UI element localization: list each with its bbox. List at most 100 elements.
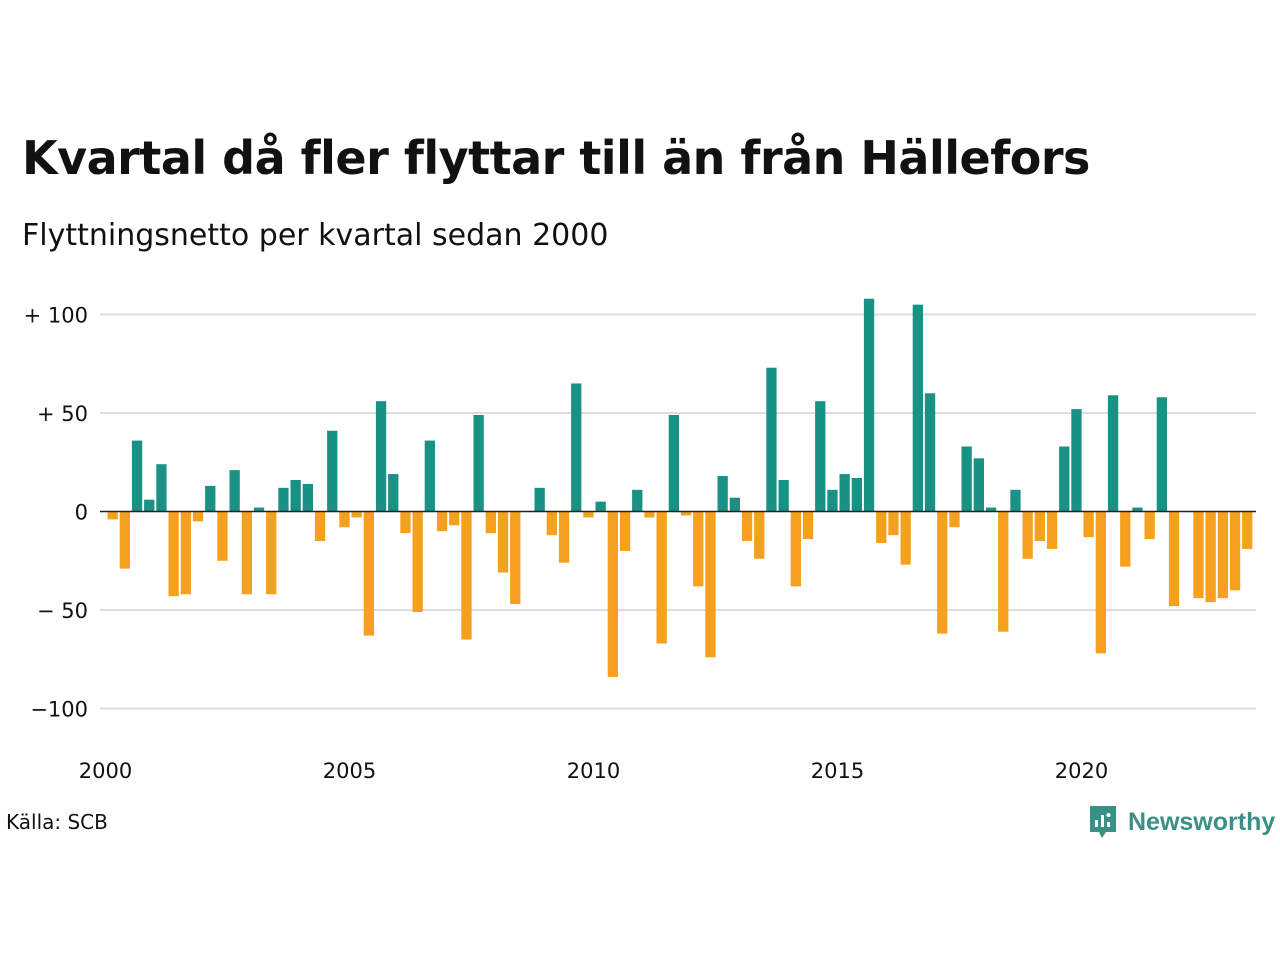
bar-2019-q1 bbox=[1034, 511, 1045, 542]
bar-2015-q1 bbox=[839, 474, 850, 512]
bar-2010-q2 bbox=[607, 511, 618, 677]
bar-2009-q1 bbox=[546, 511, 557, 536]
bar-2011-q2 bbox=[656, 511, 667, 644]
bar-2023-q1 bbox=[1229, 511, 1241, 591]
x-tick-label: 2010 bbox=[567, 759, 620, 783]
bar-2015-q4 bbox=[876, 511, 887, 544]
bar-2001-q1 bbox=[156, 464, 167, 512]
bar-2017-q3 bbox=[961, 446, 972, 512]
bar-2011-q3 bbox=[668, 414, 679, 512]
bar-2022-q4 bbox=[1217, 511, 1228, 599]
bar-2021-q4 bbox=[1168, 511, 1180, 607]
bar-2002-q1 bbox=[205, 485, 216, 512]
bar-2020-q3 bbox=[1107, 395, 1119, 512]
bar-2019-q2 bbox=[1046, 511, 1058, 549]
bar-2001-q4 bbox=[192, 511, 204, 522]
bar-2009-q4 bbox=[583, 511, 594, 518]
newsworthy-logo[interactable]: Newsworthy bbox=[1088, 804, 1275, 840]
bar-2013-q3 bbox=[766, 367, 777, 512]
bar-2003-q2 bbox=[266, 511, 277, 595]
bar-2010-q1 bbox=[595, 501, 606, 512]
bar-2020-q2 bbox=[1095, 511, 1106, 654]
axes: + 100 + 50 0 − 50 −100 2000 2005 2010 2015 2020 bbox=[24, 304, 1256, 783]
x-tick-label: 2020 bbox=[1055, 759, 1108, 783]
bar-2007-q2 bbox=[461, 511, 472, 640]
bar-2009-q3 bbox=[571, 383, 582, 512]
chart-title: Kvartal då fler flyttar till än från Häl… bbox=[22, 131, 1090, 185]
bar-2006-q2 bbox=[412, 511, 423, 612]
bar-2003-q1 bbox=[253, 507, 265, 512]
bar-2005-q4 bbox=[388, 474, 399, 512]
bar-2021-q1 bbox=[1132, 507, 1143, 512]
bar-2006-q4 bbox=[436, 511, 448, 532]
y-tick-label: −100 bbox=[30, 698, 88, 722]
bar-2013-q2 bbox=[754, 511, 765, 559]
bar-2018-q2 bbox=[998, 511, 1009, 632]
bar-2006-q1 bbox=[400, 511, 411, 534]
y-tick-label: − 50 bbox=[37, 599, 88, 623]
bar-2008-q1 bbox=[497, 511, 509, 573]
bar-2018-q4 bbox=[1022, 511, 1033, 559]
bar-2005-q1 bbox=[351, 511, 362, 518]
bar-2013-q4 bbox=[778, 479, 789, 512]
bar-2021-q3 bbox=[1156, 397, 1167, 512]
bar-2005-q2 bbox=[363, 511, 374, 636]
y-tick-label: + 50 bbox=[37, 402, 88, 426]
grid-lines bbox=[100, 313, 1256, 710]
bar-2013-q1 bbox=[741, 511, 753, 542]
bar-2012-q3 bbox=[717, 476, 728, 512]
bar-2003-q3 bbox=[278, 487, 289, 512]
chart-subtitle: Flyttningsnetto per kvartal sedan 2000 bbox=[22, 218, 609, 253]
bar-2004-q4 bbox=[339, 511, 350, 528]
bar-2001-q3 bbox=[180, 511, 191, 595]
bar-2022-q2 bbox=[1193, 511, 1204, 599]
bar-2004-q3 bbox=[327, 430, 338, 512]
bar-2014-q3 bbox=[815, 401, 826, 512]
y-tick-label: + 100 bbox=[24, 304, 88, 328]
bar-2016-q1 bbox=[888, 511, 899, 536]
bar-2017-q1 bbox=[937, 511, 948, 634]
bar-2006-q3 bbox=[424, 440, 435, 512]
bar-2008-q2 bbox=[510, 511, 521, 605]
bar-2010-q4 bbox=[632, 489, 643, 512]
bar-2011-q4 bbox=[680, 511, 692, 516]
bar-2011-q1 bbox=[644, 511, 655, 518]
bar-2008-q4 bbox=[534, 487, 545, 512]
bar-2022-q3 bbox=[1205, 511, 1216, 603]
bar-2012-q4 bbox=[729, 497, 740, 512]
bar-2000-q3 bbox=[131, 440, 143, 512]
bar-2015-q3 bbox=[863, 298, 875, 512]
bar-2012-q2 bbox=[705, 511, 716, 658]
bar-2010-q3 bbox=[619, 511, 631, 551]
bar-2021-q2 bbox=[1144, 511, 1155, 540]
y-tick-label: 0 bbox=[75, 501, 88, 525]
bar-2016-q3 bbox=[912, 304, 923, 512]
bar-2017-q2 bbox=[949, 511, 960, 528]
bar-2007-q1 bbox=[449, 511, 460, 526]
bar-2001-q2 bbox=[168, 511, 179, 597]
bar-2020-q4 bbox=[1120, 511, 1131, 567]
bar-2005-q3 bbox=[375, 401, 387, 512]
bar-2002-q3 bbox=[229, 470, 240, 512]
bar-2012-q1 bbox=[693, 511, 704, 587]
brand-name: Newsworthy bbox=[1128, 807, 1276, 836]
bar-2004-q2 bbox=[314, 511, 326, 542]
bar-2016-q2 bbox=[900, 511, 911, 565]
bar-2009-q2 bbox=[558, 511, 570, 563]
bar-2000-q2 bbox=[119, 511, 130, 569]
bar-2007-q3 bbox=[473, 414, 484, 512]
bar-2004-q1 bbox=[302, 483, 313, 512]
x-tick-label: 2015 bbox=[811, 759, 864, 783]
bar-2002-q4 bbox=[241, 511, 252, 595]
bar-2000-q1 bbox=[107, 511, 118, 520]
bar-2002-q2 bbox=[217, 511, 228, 561]
bar-2014-q2 bbox=[802, 511, 814, 540]
bar-2007-q4 bbox=[485, 511, 496, 534]
bar-2018-q3 bbox=[1010, 489, 1021, 512]
newsworthy-logo-icon bbox=[1090, 806, 1116, 838]
bar-2019-q4 bbox=[1071, 409, 1082, 512]
x-tick-label: 2005 bbox=[323, 759, 376, 783]
bar-2003-q4 bbox=[290, 479, 301, 512]
bar-2018-q1 bbox=[985, 507, 997, 512]
bar-chart: + 100 + 50 0 − 50 −100 2000 2005 2010 2015 2020 bbox=[24, 298, 1256, 783]
